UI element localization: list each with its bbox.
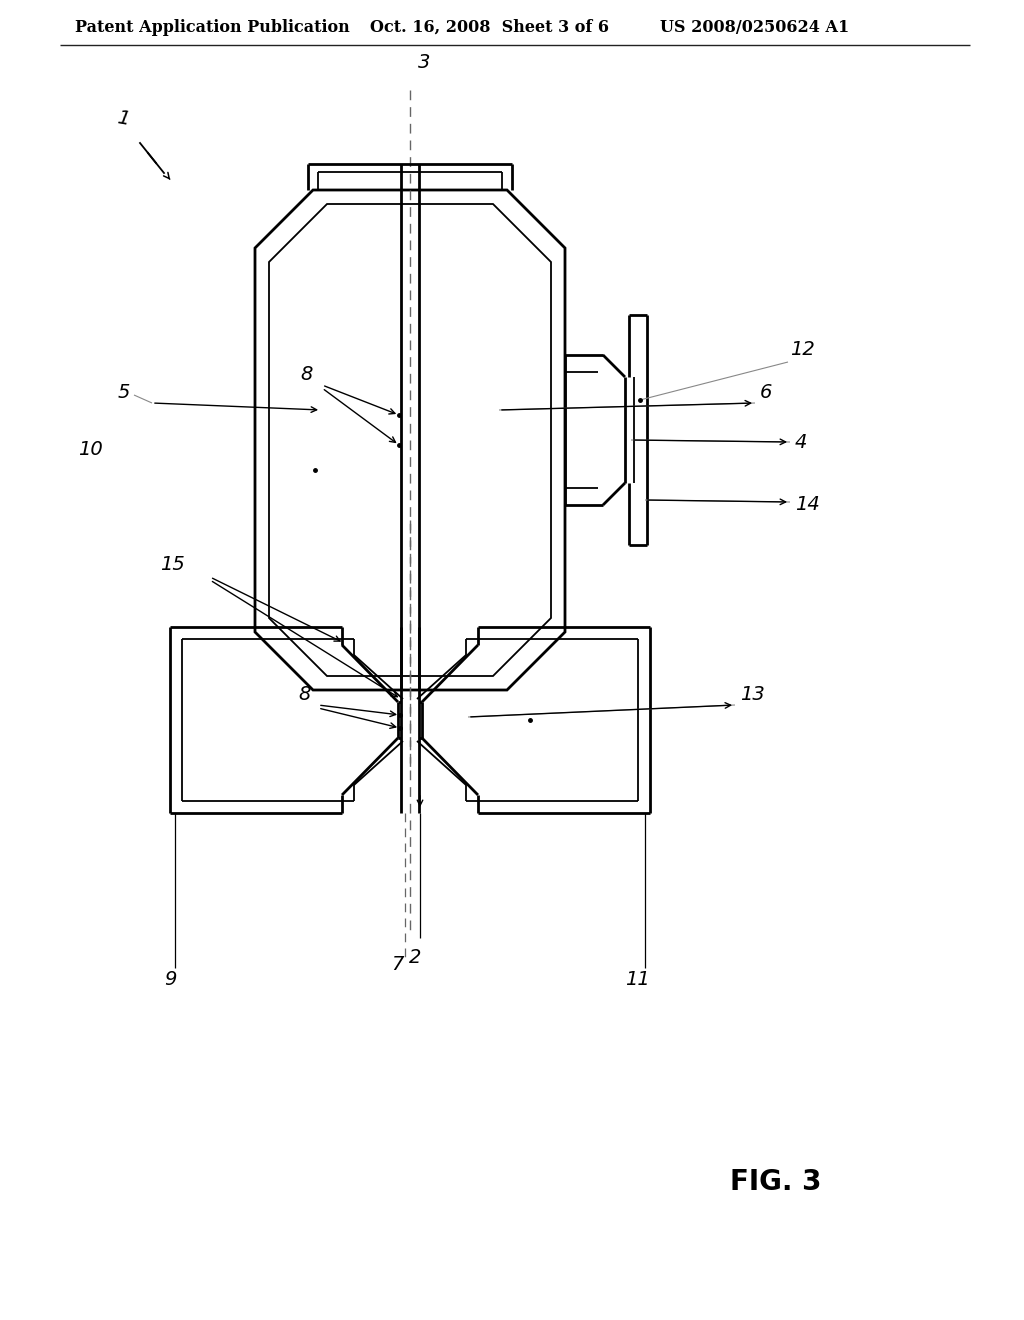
Text: US 2008/0250624 A1: US 2008/0250624 A1: [660, 18, 849, 36]
Text: 1: 1: [115, 108, 130, 129]
Text: 6: 6: [760, 383, 772, 403]
Text: 13: 13: [740, 685, 765, 704]
Text: Patent Application Publication: Patent Application Publication: [75, 18, 350, 36]
Text: 8: 8: [300, 366, 312, 384]
Text: 9: 9: [164, 970, 176, 989]
Text: 4: 4: [795, 433, 807, 451]
Text: 14: 14: [795, 495, 820, 513]
Text: 5: 5: [118, 383, 130, 403]
Text: 10: 10: [78, 440, 102, 459]
Text: 7: 7: [391, 954, 403, 974]
Text: 2: 2: [409, 948, 421, 968]
Text: 8: 8: [298, 685, 310, 704]
Text: Oct. 16, 2008  Sheet 3 of 6: Oct. 16, 2008 Sheet 3 of 6: [370, 18, 609, 36]
Text: 3: 3: [418, 53, 430, 73]
Text: 11: 11: [625, 970, 649, 989]
Text: FIG. 3: FIG. 3: [730, 1168, 821, 1196]
Text: 12: 12: [790, 341, 815, 359]
Text: 15: 15: [160, 554, 184, 574]
